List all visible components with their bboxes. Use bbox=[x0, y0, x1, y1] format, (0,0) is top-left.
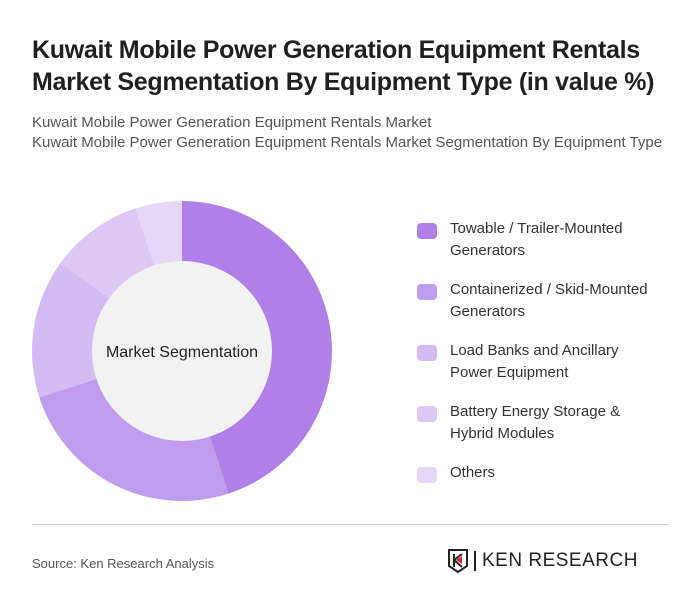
legend-item: Containerized / Skid-Mounted Generators bbox=[417, 279, 687, 323]
legend-swatch bbox=[417, 345, 437, 361]
legend-swatch bbox=[417, 406, 437, 422]
legend-item: Towable / Trailer-Mounted Generators bbox=[417, 218, 687, 262]
subtitle-line-2: Kuwait Mobile Power Generation Equipment… bbox=[32, 134, 663, 151]
center-label: Market Segmentation bbox=[106, 344, 258, 361]
subtitle-line-1: Kuwait Mobile Power Generation Equipment… bbox=[32, 114, 432, 131]
divider bbox=[32, 524, 668, 525]
legend-label: Battery Energy Storage & Hybrid Modules bbox=[450, 403, 621, 442]
legend-swatch bbox=[417, 284, 437, 300]
logo-text: KEN RESEARCH bbox=[474, 551, 638, 571]
legend-item: Battery Energy Storage & Hybrid Modules bbox=[417, 401, 687, 445]
legend-label: Load Banks and Ancillary Power Equipment bbox=[450, 342, 619, 381]
chart-subtitle: Kuwait Mobile Power Generation Equipment… bbox=[32, 113, 672, 153]
donut-hole bbox=[92, 261, 272, 441]
donut-chart: Market Segmentation bbox=[32, 201, 333, 501]
legend-label: Others bbox=[450, 464, 496, 481]
legend-label: Containerized / Skid-Mounted Generators bbox=[450, 281, 648, 320]
legend-item: Load Banks and Ancillary Power Equipment bbox=[417, 340, 687, 384]
chart-title: Kuwait Mobile Power Generation Equipment… bbox=[32, 36, 655, 96]
legend-swatch bbox=[417, 467, 437, 483]
legend: Towable / Trailer-Mounted Generators Cont… bbox=[417, 218, 687, 501]
legend-swatch bbox=[417, 223, 437, 239]
legend-item: Others bbox=[417, 462, 687, 484]
source-note: Source: Ken Research Analysis bbox=[32, 556, 215, 571]
legend-label: Towable / Trailer-Mounted Generators bbox=[450, 220, 623, 259]
ken-logo-icon bbox=[448, 549, 468, 573]
ken-research-logo: KEN RESEARCH bbox=[448, 549, 638, 573]
